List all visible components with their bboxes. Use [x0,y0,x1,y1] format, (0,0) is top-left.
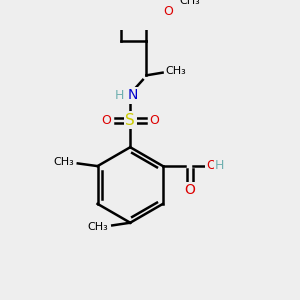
Text: O: O [163,5,173,18]
Text: CH₃: CH₃ [179,0,200,6]
Text: N: N [128,88,138,102]
Text: H: H [215,159,224,172]
Text: CH₃: CH₃ [88,222,108,232]
Text: O: O [184,183,195,197]
Text: O: O [150,114,159,127]
Text: CH₃: CH₃ [53,157,74,166]
Text: CH₃: CH₃ [166,66,186,76]
Text: O: O [101,114,111,127]
Text: H: H [115,88,124,102]
Text: S: S [125,113,135,128]
Text: O: O [206,159,216,172]
